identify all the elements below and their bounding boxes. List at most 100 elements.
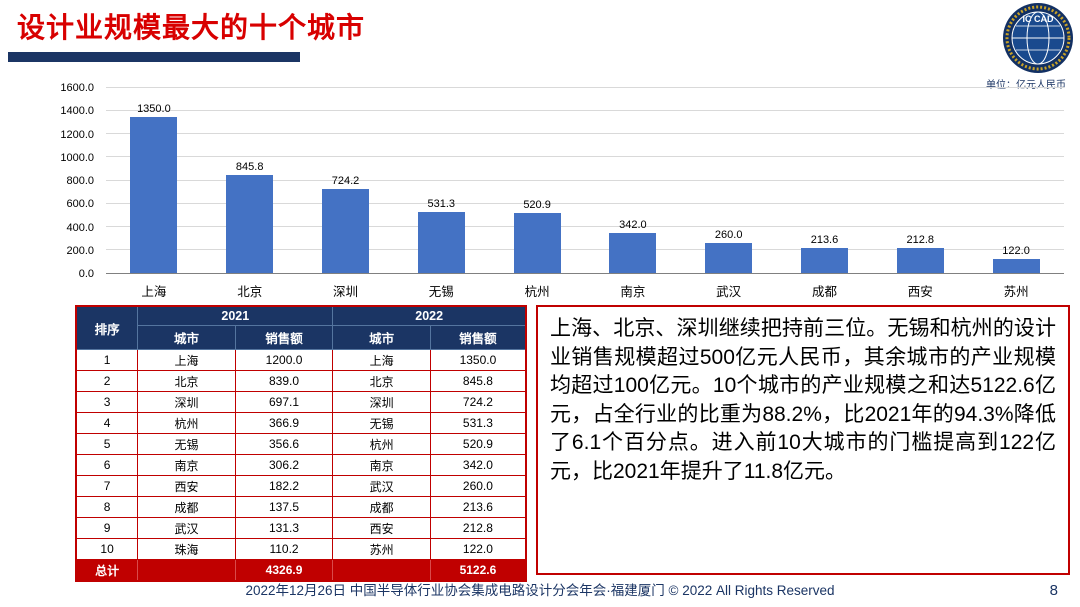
col-header-rank: 排序	[75, 305, 139, 350]
table-cell: 1	[75, 349, 139, 371]
commentary-panel: 上海、北京、深圳继续把持前三位。无锡和杭州的设计业销售规模超过500亿元人民币，…	[536, 305, 1070, 575]
chart-bar	[226, 175, 274, 273]
table-cell: 4326.9	[234, 559, 334, 582]
table-cell: 总计	[75, 559, 139, 582]
bar-value-label: 724.2	[331, 175, 360, 188]
table-row: 2 北京 839.0 北京 845.8	[75, 370, 527, 392]
table-cell: 成都	[137, 496, 236, 518]
chart-bar	[705, 242, 753, 273]
table-cell: 342.0	[429, 454, 527, 476]
table-cell: 深圳	[137, 391, 236, 413]
bar-value-label: 212.8	[906, 234, 935, 247]
bar-slot: 213.6	[777, 88, 873, 273]
chart-bar	[992, 258, 1040, 273]
table-cell: 366.9	[234, 412, 334, 434]
table-cell: 杭州	[137, 412, 236, 434]
table-total-row: 总计 4326.9 5122.6	[75, 559, 527, 582]
table-cell	[332, 559, 431, 582]
table-cell: 深圳	[332, 391, 431, 413]
table-cell: 110.2	[234, 538, 334, 560]
table-cell: 9	[75, 517, 139, 539]
bar-value-label: 213.6	[810, 234, 839, 247]
table-cell: 356.6	[234, 433, 334, 455]
table-header: 排序 2021 2022 城市 销售额 城市 销售额	[75, 305, 527, 350]
x-axis-label: 武汉	[716, 285, 742, 299]
gridline	[106, 110, 1064, 112]
x-axis-label: 杭州	[524, 285, 550, 299]
x-axis-label: 无锡	[428, 285, 454, 299]
table-cell: 无锡	[332, 412, 431, 434]
table-cell: 122.0	[429, 538, 527, 560]
table-cell: 1200.0	[234, 349, 334, 371]
table-cell: 1350.0	[429, 349, 527, 371]
table-cell: 845.8	[429, 370, 527, 392]
table-cell: 520.9	[429, 433, 527, 455]
y-tick-label: 1000.0	[60, 151, 94, 164]
page-number: 8	[1049, 582, 1058, 599]
chart-bar	[801, 248, 848, 273]
chart-bar	[322, 189, 369, 273]
table-row: 10 珠海 110.2 苏州 122.0	[75, 538, 527, 560]
bar-value-label: 845.8	[235, 161, 264, 174]
bar-slot: 1350.0	[106, 88, 202, 273]
table-cell: 南京	[332, 454, 431, 476]
y-tick-label: 1400.0	[60, 105, 94, 118]
gridline	[106, 225, 1064, 227]
footer-text: 2022年12月26日 中国半导体行业协会集成电路设计分会年会·福建厦门 © 2…	[245, 583, 835, 598]
table-cell: 珠海	[137, 538, 236, 560]
gridline	[106, 156, 1064, 158]
x-axis-label: 苏州	[1003, 285, 1029, 299]
table-cell: 213.6	[429, 496, 527, 518]
bar-slot: 122.0	[968, 88, 1064, 273]
gridline	[106, 202, 1064, 204]
chart-bar	[609, 233, 657, 273]
y-tick-label: 400.0	[66, 221, 94, 234]
bar-slot: 724.2	[298, 88, 394, 273]
gridline	[106, 133, 1064, 135]
table-cell: 260.0	[429, 475, 527, 497]
table-cell: 7	[75, 475, 139, 497]
table-row: 8 成都 137.5 成都 213.6	[75, 496, 527, 518]
x-axis-label: 北京	[237, 285, 263, 299]
chart-body: 0.0 200.0 400.0 600.0 800.0 1000.0 1200.0 1400.…	[30, 82, 1066, 280]
table-cell: 10	[75, 538, 139, 560]
y-tick-label: 0.0	[78, 268, 94, 280]
col-header-2021: 2021	[137, 305, 334, 326]
table-cell: 131.3	[234, 517, 334, 539]
table-cell: 697.1	[234, 391, 334, 413]
bar-value-label: 531.3	[427, 197, 456, 210]
table-cell: 西安	[137, 475, 236, 497]
gridline	[106, 87, 1064, 88]
table-row: 3 深圳 697.1 深圳 724.2	[75, 391, 527, 413]
table-cell: 成都	[332, 496, 431, 518]
table-cell: 无锡	[137, 433, 236, 455]
chart-plot: 1350.0 845.8 724.2 531.3 520.9 342.0 260.0 213.…	[106, 87, 1064, 274]
bar-slot: 342.0	[585, 88, 681, 273]
chart-bar	[130, 116, 178, 273]
bar-value-label: 342.0	[619, 219, 647, 232]
table-cell: 上海	[137, 349, 236, 371]
table-cell: 3	[75, 391, 139, 413]
table-cell: 北京	[137, 370, 236, 392]
x-axis-label: 成都	[811, 285, 837, 299]
table-cell: 6	[75, 454, 139, 476]
col-header-city-2021: 城市	[137, 325, 236, 350]
bar-slot: 260.0	[681, 88, 777, 273]
y-tick-label: 200.0	[66, 244, 94, 257]
col-header-sales-2021: 销售额	[234, 325, 334, 350]
x-axis-label: 南京	[620, 285, 646, 299]
table-row: 7 西安 182.2 武汉 260.0	[75, 475, 527, 497]
x-axis-label: 西安	[907, 285, 933, 299]
table-cell: 杭州	[332, 433, 431, 455]
iccad-logo-icon: IC CAD	[1003, 3, 1073, 73]
ranking-table-container: 排序 2021 2022 城市 销售额 城市 销售额 1 上海 1200.0 上海 13…	[75, 305, 527, 582]
table-cell: 839.0	[234, 370, 334, 392]
title-underline	[8, 52, 300, 62]
table-cell: 182.2	[234, 475, 334, 497]
table-cell: 531.3	[429, 412, 527, 434]
bar-slot: 520.9	[489, 88, 585, 273]
chart-bars: 1350.0 845.8 724.2 531.3 520.9 342.0 260.0 213.…	[106, 88, 1064, 273]
table-cell: 4	[75, 412, 139, 434]
col-header-2022: 2022	[332, 305, 527, 326]
